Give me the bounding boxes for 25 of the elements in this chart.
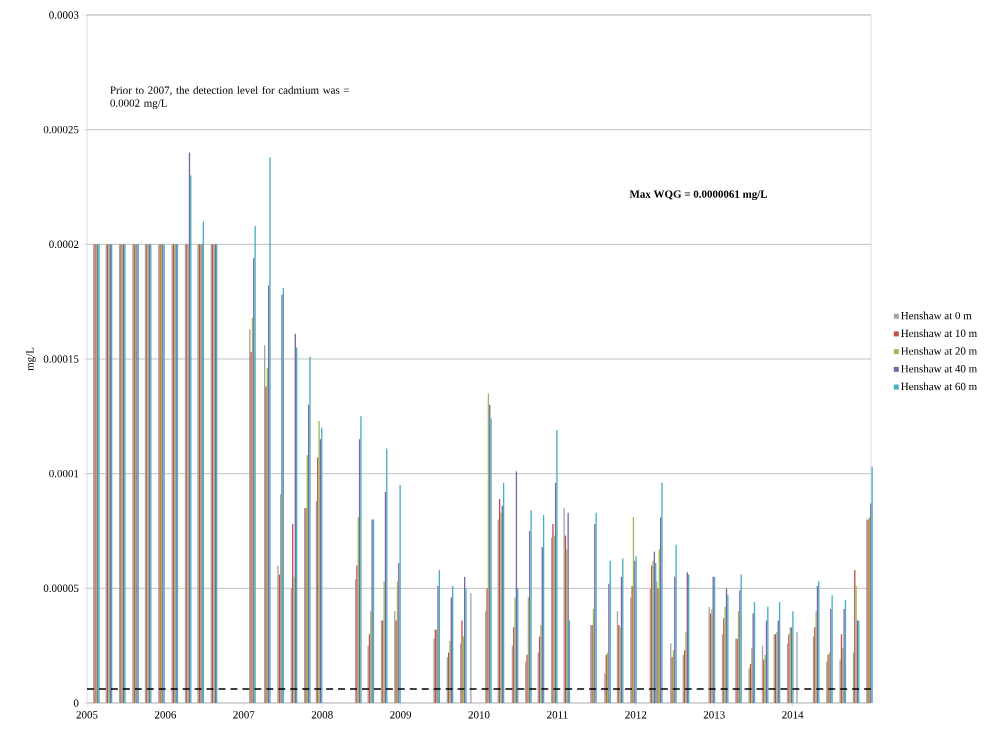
x-tick-label: 2012 [625,711,647,719]
y-tick-label: 0.00015 [43,355,79,363]
legend-label: Henshaw at 60 m [901,382,977,391]
x-tick-label: 2006 [154,711,177,719]
y-axis-title: mg/L [26,347,36,371]
x-tick-label: 2007 [233,711,255,719]
x-tick-label: 2008 [311,711,333,719]
y-tick-label: 0.0002 [49,240,79,249]
y-tick-label: 0 [73,699,79,707]
y-tick-label: 0.00025 [43,125,79,134]
annotation: Prior to 2007, the detection level for cadmium was = 0.0002 mg/L [110,86,350,110]
y-tick-label: 0.0003 [49,11,79,19]
x-tick-label: 2005 [76,711,98,719]
legend-label: Henshaw at 20 m [901,347,977,355]
y-tick-label: 0.0001 [49,469,79,478]
legend-label: Henshaw at 10 m [901,329,977,337]
x-tick-label: 2013 [703,711,725,719]
x-tick-label: 2010 [468,711,490,719]
y-tick-label: 0.00005 [43,584,79,593]
annotation: Max WQG = 0.0000061 mg/L [629,190,768,201]
x-tick-label: 2011 [547,711,568,719]
legend-label: Henshaw at 40 m [901,364,977,373]
x-tick-label: 2014 [782,711,804,719]
x-tick-label: 2009 [390,711,412,719]
legend-label: Henshaw at 0 m [901,311,972,320]
